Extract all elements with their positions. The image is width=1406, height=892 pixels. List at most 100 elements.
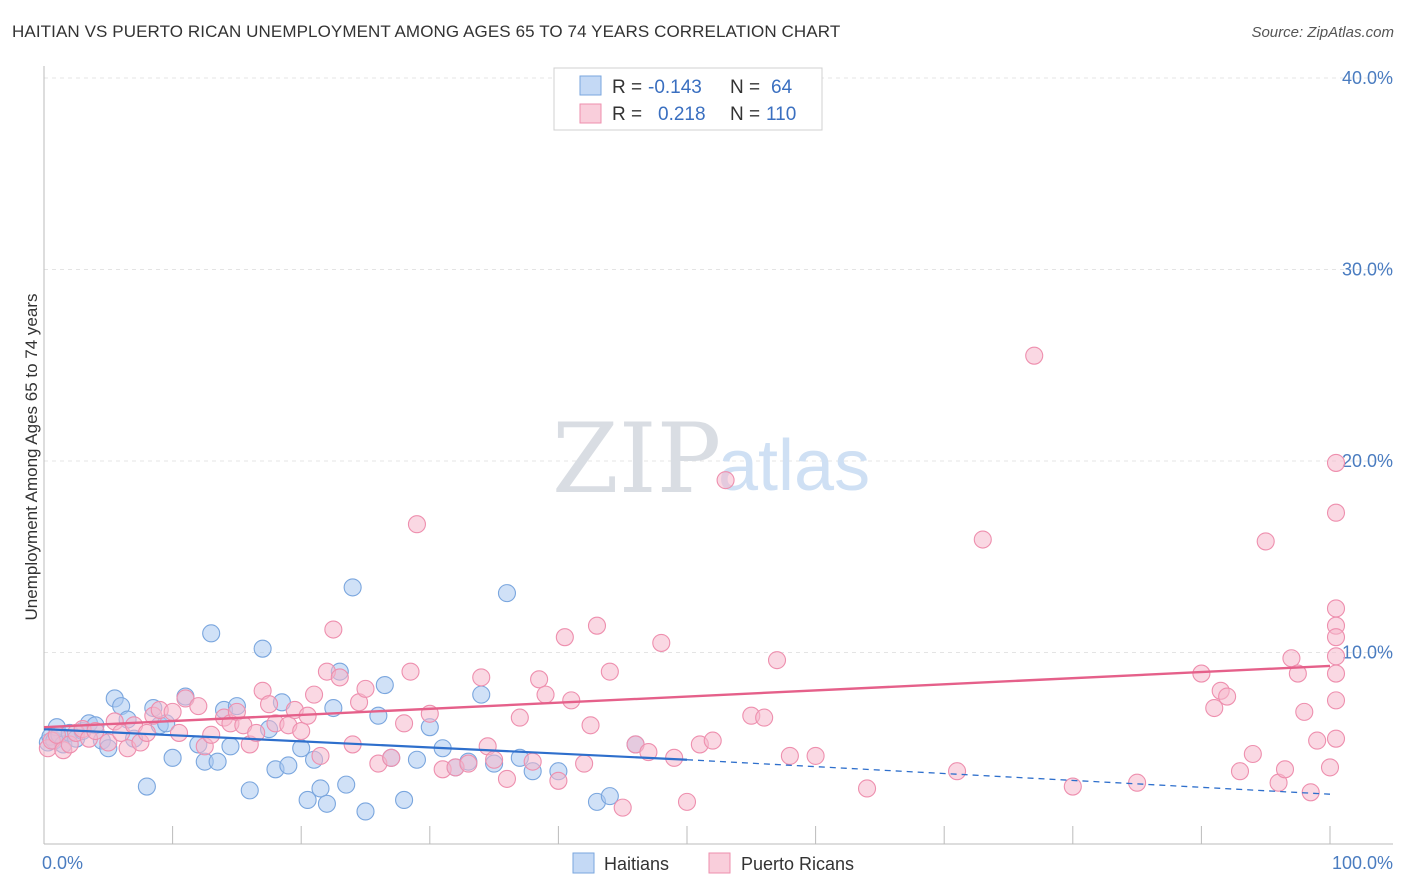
y-tick-label-40: 40.0% [1342,68,1393,88]
point-puerto-ricans-77 [716,471,735,490]
point-puerto-ricans-108 [1326,647,1346,666]
point-haitians-62 [600,787,619,806]
point-puerto-ricans-100 [1295,702,1314,721]
legend-r-label-puerto-ricans: R = [612,104,642,125]
legend-n-value-puerto-ricans: 110 [766,104,796,125]
point-puerto-ricans-86 [1025,346,1044,365]
point-puerto-ricans-94 [1243,744,1262,764]
point-puerto-ricans-104 [1326,599,1346,618]
correlation-legend: R = -0.143 N = 64 R = 0.218 N = 110 [553,67,823,131]
point-puerto-ricans-95 [1256,532,1275,551]
point-puerto-ricans-49 [407,515,426,534]
point-puerto-ricans-81 [780,746,799,765]
point-puerto-ricans-99 [1288,664,1307,683]
point-puerto-ricans-82 [806,746,825,765]
point-puerto-ricans-23 [202,725,221,744]
point-puerto-ricans-61 [536,685,555,704]
point-puerto-ricans-85 [973,530,992,549]
point-puerto-ricans-83 [857,779,877,798]
point-puerto-ricans-56 [485,750,504,769]
point-puerto-ricans-59 [523,752,542,771]
y-tick-labels: 10.0% 20.0% 30.0% 40.0% [1342,68,1393,663]
point-puerto-ricans-88 [1128,773,1147,792]
point-puerto-ricans-112 [1326,453,1346,472]
point-haitians-31 [253,639,272,658]
point-puerto-ricans-29 [247,723,266,742]
point-haitians-35 [279,756,298,775]
point-puerto-ricans-97 [1275,760,1295,779]
point-puerto-ricans-98 [1282,649,1301,668]
point-puerto-ricans-102 [1308,731,1327,750]
y-tick-label-20: 20.0% [1342,451,1393,471]
x-tick-label-100: 100.0% [1332,853,1393,873]
point-haitians-37 [298,790,317,810]
series-legend-swatch-haitians [572,852,595,874]
point-puerto-ricans-9 [99,733,118,752]
axes [43,66,1393,845]
point-puerto-ricans-106 [1326,691,1346,710]
watermark-atlas: atlas [718,426,870,506]
point-puerto-ricans-35 [292,721,311,741]
point-puerto-ricans-69 [613,798,632,817]
point-puerto-ricans-60 [530,670,549,689]
point-puerto-ricans-103 [1320,758,1340,777]
watermark-zip: ZIP [552,403,721,515]
point-puerto-ricans-79 [755,708,774,727]
point-puerto-ricans-87 [1063,777,1082,796]
point-puerto-ricans-54 [472,668,491,687]
y-tick-label-30: 30.0% [1342,260,1393,280]
trend-line-haitians [43,728,688,761]
point-puerto-ricans-111 [1326,664,1346,683]
chart-title: HAITIAN VS PUERTO RICAN UNEMPLOYMENT AMO… [12,22,841,41]
point-puerto-ricans-65 [575,754,594,773]
point-puerto-ricans-89 [1192,664,1211,683]
series-legend-label-haitians: Haitians [604,854,669,874]
point-puerto-ricans-92 [1218,687,1237,706]
point-puerto-ricans-48 [401,662,420,681]
legend-r-value-haitians: -0.143 [648,77,702,98]
point-puerto-ricans-93 [1230,762,1250,781]
trend-line-puerto-ricans [43,664,1331,729]
point-haitians-30 [240,781,259,800]
point-haitians-49 [395,790,414,810]
point-puerto-ricans-40 [324,620,343,639]
point-puerto-ricans-46 [382,748,401,767]
point-haitians-17 [137,777,156,796]
point-puerto-ricans-67 [587,616,607,635]
point-puerto-ricans-62 [549,771,568,790]
legend-n-label-haitians: N = [730,77,760,98]
trend-lines [43,664,1331,795]
point-haitians-28 [221,737,240,756]
point-puerto-ricans-44 [356,679,375,698]
point-puerto-ricans-53 [459,754,478,773]
point-haitians-50 [407,750,426,769]
point-haitians-26 [208,752,227,771]
point-puerto-ricans-63 [555,628,574,647]
point-puerto-ricans-66 [581,716,600,735]
point-puerto-ricans-71 [639,743,658,762]
point-puerto-ricans-31 [259,695,279,714]
point-puerto-ricans-107 [1326,503,1346,522]
point-puerto-ricans-57 [497,769,517,788]
point-puerto-ricans-76 [703,731,722,750]
point-haitians-43 [337,775,356,794]
point-puerto-ricans-18 [163,702,182,721]
point-haitians-45 [356,802,375,821]
point-haitians-39 [311,779,330,798]
trend-line-haitians-extrapolated [686,759,1331,795]
series-legend-swatch-puerto-ricans [708,852,731,874]
point-puerto-ricans-72 [652,633,671,652]
point-puerto-ricans-21 [189,697,208,716]
point-haitians-46 [369,706,388,725]
point-haitians-25 [202,624,221,643]
legend-r-label-haitians: R = [612,77,642,98]
y-tick-label-10: 10.0% [1342,643,1393,663]
legend-r-value-puerto-ricans: 0.218 [658,104,706,125]
point-puerto-ricans-58 [510,708,529,727]
chart-source: Source: ZipAtlas.com [1251,24,1394,41]
point-haitians-21 [163,748,182,767]
point-haitians-57 [497,584,517,603]
point-puerto-ricans-74 [677,792,697,811]
point-puerto-ricans-47 [395,714,414,733]
x-tick-label-0: 0.0% [42,853,83,873]
